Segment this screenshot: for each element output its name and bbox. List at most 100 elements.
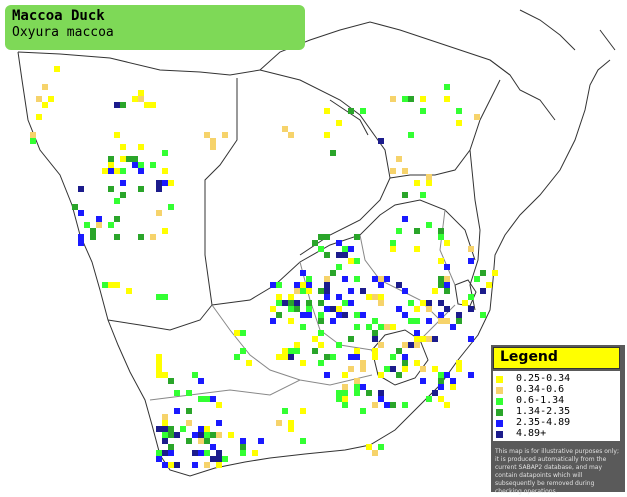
occurrence-cell	[426, 180, 432, 186]
occurrence-cell	[210, 138, 216, 144]
occurrence-cell	[468, 306, 474, 312]
occurrence-cell	[162, 414, 168, 420]
occurrence-cell	[402, 360, 408, 366]
occurrence-cell	[414, 246, 420, 252]
occurrence-cell	[276, 300, 282, 306]
occurrence-cell	[300, 270, 306, 276]
occurrence-cell	[300, 312, 306, 318]
occurrence-cell	[234, 354, 240, 360]
occurrence-cell	[366, 390, 372, 396]
occurrence-cell	[468, 258, 474, 264]
legend-label: 1.34-2.35	[516, 406, 571, 417]
occurrence-cell	[342, 372, 348, 378]
occurrence-cell	[378, 138, 384, 144]
occurrence-cell	[144, 102, 150, 108]
occurrence-cell	[468, 294, 474, 300]
occurrence-cell	[234, 330, 240, 336]
occurrence-cell	[156, 426, 162, 432]
occurrence-cell	[138, 90, 144, 96]
occurrence-cell	[324, 108, 330, 114]
occurrence-cell	[348, 354, 354, 360]
occurrence-cell	[30, 138, 36, 144]
occurrence-cell	[342, 390, 348, 396]
occurrence-cell	[390, 366, 396, 372]
occurrence-cell	[324, 276, 330, 282]
occurrence-cell	[312, 336, 318, 342]
occurrence-cell	[168, 450, 174, 456]
occurrence-cell	[156, 366, 162, 372]
occurrence-cell	[330, 318, 336, 324]
occurrence-cell	[378, 324, 384, 330]
occurrence-cell	[438, 318, 444, 324]
occurrence-cell	[324, 234, 330, 240]
occurrence-cell	[42, 102, 48, 108]
occurrence-cell	[210, 432, 216, 438]
occurrence-cell	[402, 96, 408, 102]
legend-row: 2.35-4.89	[496, 417, 620, 429]
occurrence-cell	[174, 390, 180, 396]
occurrence-cell	[192, 372, 198, 378]
occurrence-cell	[168, 180, 174, 186]
occurrence-cell	[288, 354, 294, 360]
occurrence-cell	[438, 234, 444, 240]
occurrence-cell	[378, 372, 384, 378]
occurrence-cell	[354, 234, 360, 240]
occurrence-cell	[492, 270, 498, 276]
occurrence-cell	[414, 228, 420, 234]
occurrence-cell	[108, 168, 114, 174]
occurrence-cell	[156, 210, 162, 216]
occurrence-cell	[162, 228, 168, 234]
occurrence-cell	[156, 450, 162, 456]
occurrence-cell	[102, 168, 108, 174]
occurrence-cell	[444, 288, 450, 294]
occurrence-cell	[306, 312, 312, 318]
occurrence-cell	[456, 318, 462, 324]
occurrence-cell	[438, 282, 444, 288]
occurrence-cell	[126, 288, 132, 294]
occurrence-cell	[138, 96, 144, 102]
occurrence-cell	[156, 372, 162, 378]
occurrence-cell	[78, 210, 84, 216]
occurrence-cell	[324, 252, 330, 258]
occurrence-cell	[396, 282, 402, 288]
occurrence-cell	[426, 396, 432, 402]
occurrence-cell	[156, 294, 162, 300]
occurrence-cell	[210, 144, 216, 150]
occurrence-cell	[36, 96, 42, 102]
occurrence-cell	[354, 354, 360, 360]
occurrence-cell	[306, 282, 312, 288]
occurrence-cell	[150, 234, 156, 240]
occurrence-cell	[336, 240, 342, 246]
occurrence-cell	[444, 276, 450, 282]
occurrence-cell	[390, 246, 396, 252]
occurrence-cell	[438, 378, 444, 384]
occurrence-cell	[432, 336, 438, 342]
occurrence-cell	[204, 426, 210, 432]
occurrence-cell	[120, 156, 126, 162]
occurrence-cell	[372, 402, 378, 408]
occurrence-cell	[204, 462, 210, 468]
occurrence-cell	[150, 162, 156, 168]
occurrence-cell	[294, 342, 300, 348]
legend-label: 2.35-4.89	[516, 417, 571, 428]
occurrence-cell	[384, 276, 390, 282]
occurrence-cell	[258, 438, 264, 444]
occurrence-cell	[414, 180, 420, 186]
occurrence-cell	[270, 306, 276, 312]
occurrence-cell	[168, 462, 174, 468]
occurrence-cell	[420, 378, 426, 384]
occurrence-cell	[444, 372, 450, 378]
occurrence-cell	[456, 366, 462, 372]
occurrence-cell	[414, 330, 420, 336]
occurrence-cell	[222, 456, 228, 462]
occurrence-cell	[288, 426, 294, 432]
occurrence-cell	[186, 420, 192, 426]
occurrence-cell	[306, 288, 312, 294]
occurrence-cell	[108, 186, 114, 192]
occurrence-cell	[186, 390, 192, 396]
occurrence-cell	[396, 372, 402, 378]
occurrence-cell	[324, 288, 330, 294]
occurrence-cell	[222, 132, 228, 138]
occurrence-cell	[114, 282, 120, 288]
occurrence-cell	[156, 186, 162, 192]
